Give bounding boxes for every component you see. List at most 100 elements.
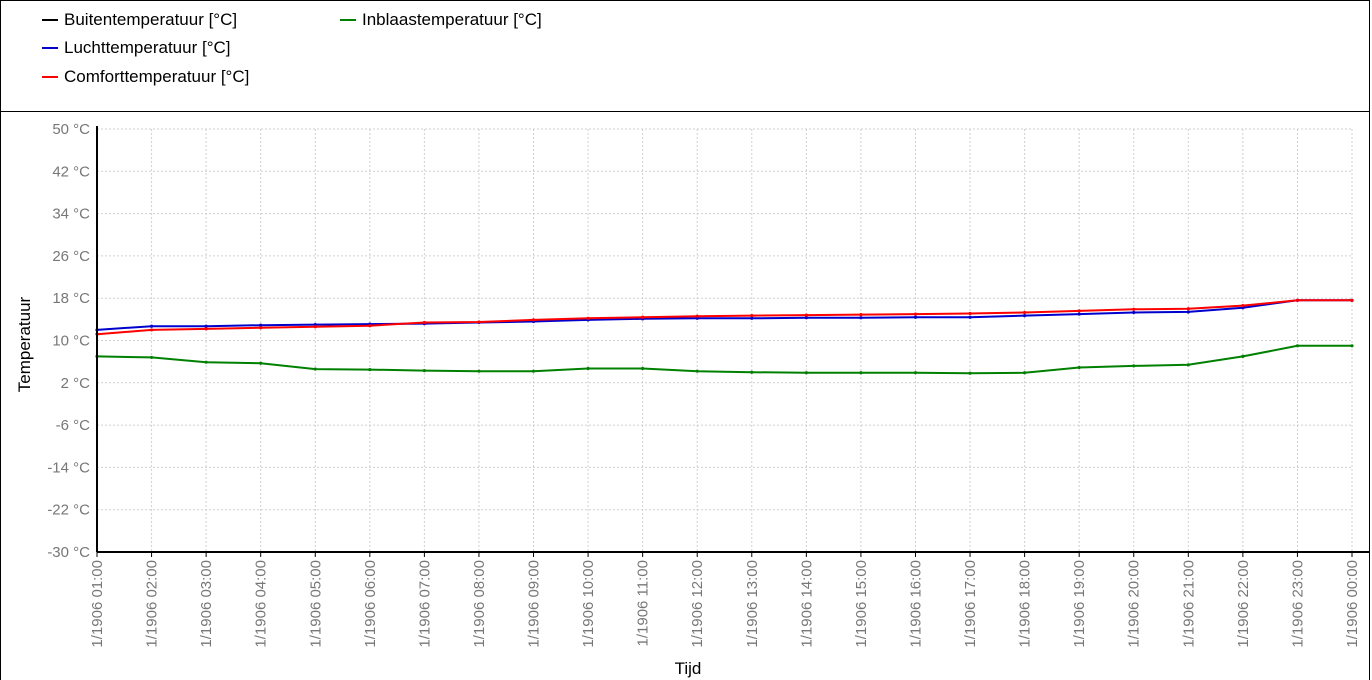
x-tick-label: 1/1906 02:00	[144, 560, 161, 648]
data-point-inblaastemperatuur	[477, 369, 481, 373]
data-point-comforttemperatuur	[804, 313, 808, 317]
data-point-inblaastemperatuur	[750, 370, 754, 374]
line-chart: 50 °C 42 °C 34 °C 26 °C 18 °C 10 °C 2 °C -6 °C -…	[15, 121, 1370, 678]
data-point-comforttemperatuur	[204, 327, 208, 331]
legend-swatch-blue	[42, 46, 58, 49]
data-point-comforttemperatuur	[1350, 298, 1354, 302]
data-point-inblaastemperatuur	[1186, 363, 1190, 367]
y-tick-label: 42 °C	[52, 163, 90, 180]
data-point-comforttemperatuur	[368, 324, 372, 328]
legend-item-comforttemperatuur[interactable]: Comforttemperatuur [°C]	[42, 67, 249, 87]
x-tick-label: 1/1906 20:00	[1126, 560, 1143, 648]
data-point-luchttemperatuur	[1132, 310, 1136, 315]
legend-item-inblaastemperatuur[interactable]: Inblaastemperatuur [°C]	[340, 10, 542, 30]
data-point-inblaastemperatuur	[368, 367, 372, 372]
y-tick-label: 18 °C	[52, 290, 90, 307]
data-point-luchttemperatuur	[859, 316, 863, 320]
series-line-inblaastemperatuur	[96, 344, 1352, 375]
data-point-comforttemperatuur	[259, 326, 263, 330]
x-tick-label: 1/1906 15:00	[853, 560, 870, 648]
axes	[96, 126, 1370, 557]
data-point-comforttemperatuur	[913, 312, 918, 316]
data-point-luchttemperatuur	[204, 324, 208, 328]
x-tick-label: 1/1906 09:00	[526, 560, 543, 648]
x-tick-label: 1/1906 07:00	[416, 560, 433, 648]
data-point-luchttemperatuur	[804, 316, 808, 320]
x-axis-label: Tijd	[675, 659, 702, 678]
x-tick-label: 1/1906 00:00	[1344, 560, 1361, 648]
x-axis-ticks: 1/1906 01:00 1/1906 02:00 1/1906 03:00 1/19…	[89, 560, 1361, 648]
x-tick-label: 1/1906 17:00	[962, 560, 979, 648]
y-tick-label: -30 °C	[47, 544, 90, 561]
legend-label: Inblaastemperatuur [°C]	[362, 10, 542, 29]
data-point-luchttemperatuur	[149, 324, 154, 328]
data-point-inblaastemperatuur	[641, 366, 645, 371]
y-axis-label: Temperatuur	[15, 296, 34, 392]
y-axis-ticks: 50 °C 42 °C 34 °C 26 °C 18 °C 10 °C 2 °C -6 °C -…	[47, 121, 90, 561]
data-point-comforttemperatuur	[1077, 309, 1081, 313]
data-point-inblaastemperatuur	[1241, 354, 1245, 358]
x-tick-label: 1/1906 16:00	[907, 560, 924, 648]
grid	[97, 128, 1353, 552]
data-point-luchttemperatuur	[1186, 310, 1190, 314]
data-point-comforttemperatuur	[531, 318, 536, 322]
data-point-luchttemperatuur	[259, 323, 263, 327]
data-point-inblaastemperatuur	[204, 360, 208, 364]
x-tick-label: 1/1906 21:00	[1180, 560, 1197, 648]
y-tick-label: 26 °C	[52, 248, 90, 265]
data-point-inblaastemperatuur	[586, 366, 590, 371]
data-point-comforttemperatuur	[968, 311, 972, 316]
legend-item-luchttemperatuur[interactable]: Luchttemperatuur [°C]	[42, 38, 231, 58]
data-point-luchttemperatuur	[750, 316, 754, 320]
data-point-comforttemperatuur	[586, 316, 590, 320]
x-tick-label: 1/1906 04:00	[253, 560, 270, 648]
data-point-luchttemperatuur	[1077, 312, 1081, 316]
x-tick-label: 1/1906 05:00	[307, 560, 324, 648]
x-tick-label: 1/1906 08:00	[471, 560, 488, 648]
x-tick-label: 1/1906 22:00	[1235, 560, 1252, 648]
data-point-inblaastemperatuur	[968, 371, 972, 375]
y-tick-label: -14 °C	[47, 459, 90, 476]
data-point-inblaastemperatuur	[859, 371, 863, 375]
data-point-inblaastemperatuur	[1132, 364, 1136, 368]
data-point-inblaastemperatuur	[804, 371, 808, 375]
y-tick-label: -22 °C	[47, 502, 90, 519]
x-tick-label: 1/1906 19:00	[1071, 560, 1088, 648]
x-tick-label: 1/1906 18:00	[1017, 560, 1034, 648]
series-line-luchttemperatuur	[96, 299, 1352, 331]
data-point-luchttemperatuur	[968, 315, 972, 319]
y-tick-label: -6 °C	[56, 417, 91, 434]
data-point-comforttemperatuur	[859, 312, 863, 317]
data-point-inblaastemperatuur	[313, 367, 317, 371]
data-point-comforttemperatuur	[1241, 304, 1245, 308]
data-point-inblaastemperatuur	[913, 371, 918, 375]
data-point-comforttemperatuur	[149, 328, 154, 332]
legend-item-buitentemperatuur[interactable]: Buitentemperatuur [°C]	[42, 10, 237, 30]
data-point-inblaastemperatuur	[422, 369, 426, 373]
data-point-comforttemperatuur	[422, 320, 426, 325]
x-tick-label: 1/1906 11:00	[635, 560, 652, 646]
data-point-comforttemperatuur	[1295, 298, 1300, 302]
data-point-comforttemperatuur	[313, 325, 317, 329]
data-point-inblaastemperatuur	[259, 361, 263, 365]
data-point-comforttemperatuur	[695, 314, 699, 318]
data-point-luchttemperatuur	[913, 315, 918, 319]
legend-swatch-black	[42, 18, 58, 21]
legend-label: Comforttemperatuur [°C]	[64, 67, 250, 86]
data-point-inblaastemperatuur	[1077, 365, 1081, 370]
data-point-comforttemperatuur	[1186, 307, 1190, 311]
x-tick-label: 1/1906 01:00	[89, 560, 106, 648]
data-point-inblaastemperatuur	[695, 369, 699, 373]
x-tick-label: 1/1906 03:00	[198, 560, 215, 648]
legend-swatch-red	[42, 75, 58, 78]
legend: Buitentemperatuur [°C] Inblaastemperatuu…	[0, 0, 1370, 112]
x-tick-label: 1/1906 12:00	[689, 560, 706, 648]
legend-label: Buitentemperatuur [°C]	[64, 10, 238, 29]
data-point-comforttemperatuur	[1023, 310, 1027, 315]
x-tick-label: 1/1906 10:00	[580, 560, 597, 648]
data-point-comforttemperatuur	[1132, 307, 1136, 311]
x-tick-label: 1/1906 06:00	[362, 560, 379, 648]
data-point-inblaastemperatuur	[1023, 371, 1027, 375]
y-tick-label: 2 °C	[61, 375, 91, 392]
